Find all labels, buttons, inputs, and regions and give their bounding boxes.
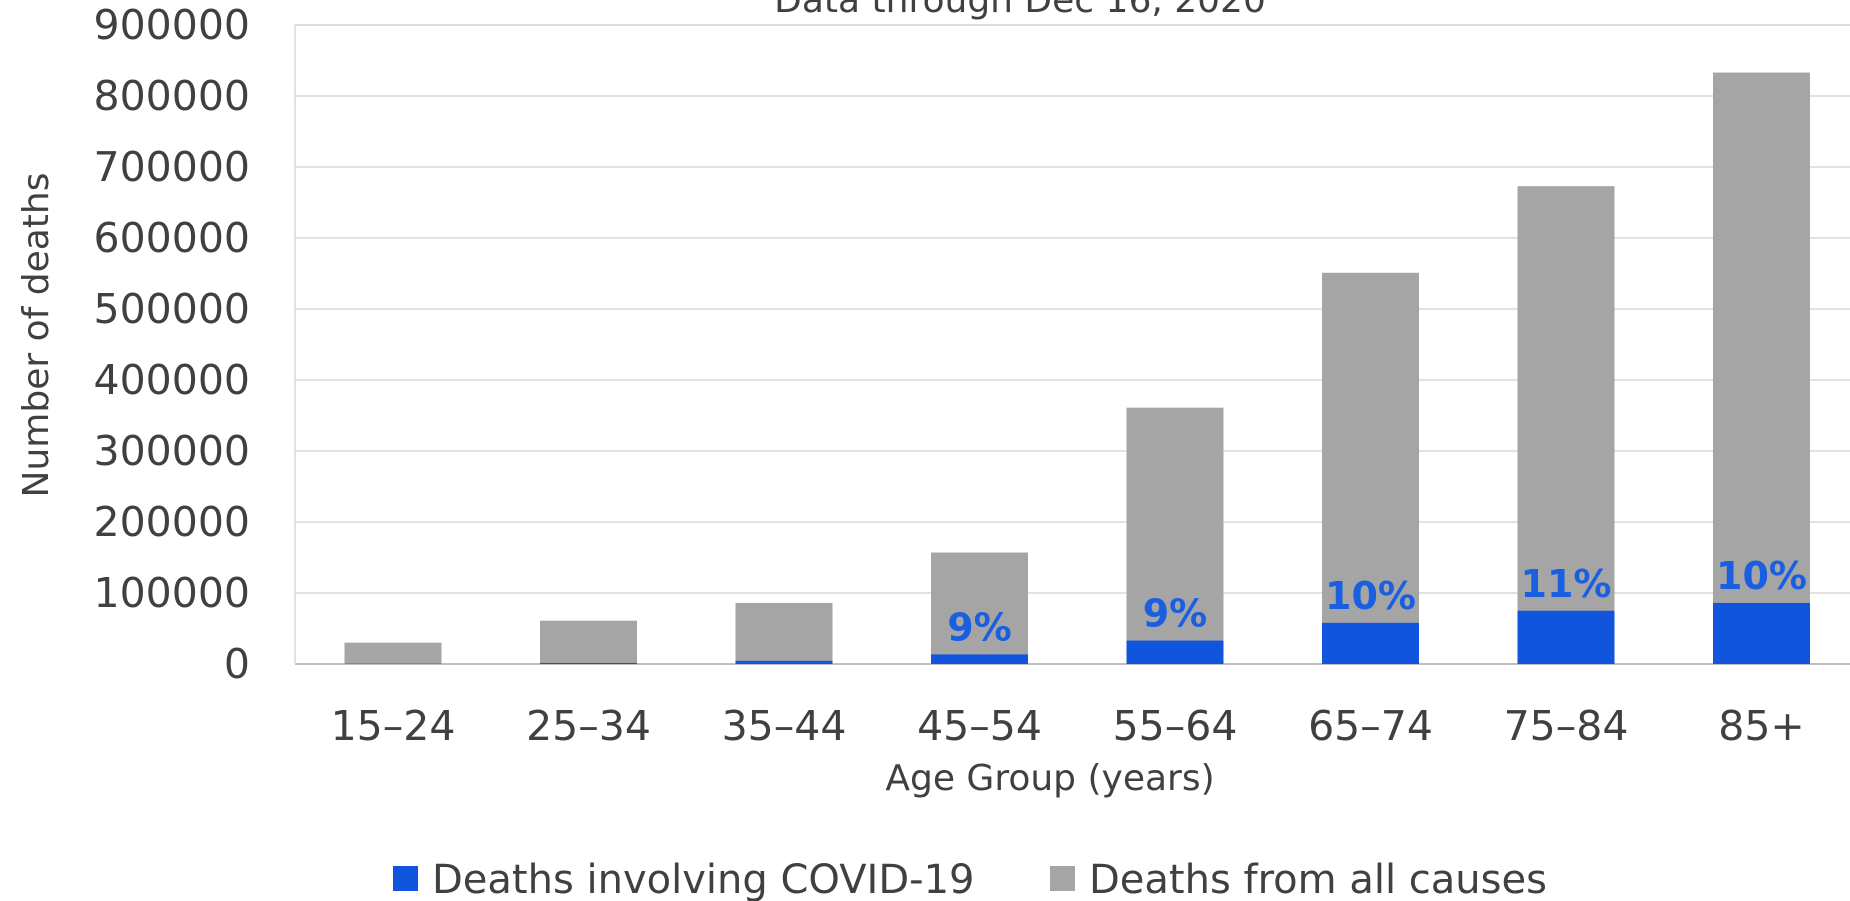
bar-covid: [931, 654, 1028, 664]
bar-covid: [735, 660, 833, 664]
bar-all-causes: [1517, 186, 1615, 665]
bar-all-causes: [1126, 407, 1224, 664]
y-tick-label: 0: [224, 640, 250, 688]
legend: Deaths involving COVID-19 Deaths from al…: [393, 857, 1547, 901]
bar-all-causes: [1322, 272, 1419, 664]
chart-title: Data through Dec 16, 2020: [774, 0, 1266, 21]
y-axis-tick-labels: 0 100000 200000 300000 400000 500000 600000 700…: [93, 1, 250, 688]
bar-all-causes: [1713, 72, 1810, 664]
x-tick-label: 55–64: [1113, 702, 1238, 750]
y-tick-label: 100000: [93, 569, 250, 617]
bar-all-causes: [931, 552, 1028, 664]
legend-swatch-covid: [393, 866, 418, 891]
x-tick-label: 45–54: [917, 702, 1042, 750]
bar-covid: [1322, 622, 1419, 664]
bar-all-causes: [540, 620, 637, 664]
data-label: 11%: [1521, 562, 1612, 606]
x-tick-label: 75–84: [1504, 702, 1629, 750]
y-tick-label: 600000: [93, 214, 250, 262]
gridlines: [294, 24, 1850, 665]
bar-covid: [540, 662, 637, 664]
data-labels: 9% 9% 10% 11% 10%: [947, 554, 1807, 649]
bar-all-causes: [344, 642, 442, 664]
y-tick-label: 500000: [93, 285, 250, 333]
y-tick-label: 200000: [93, 498, 250, 546]
x-axis-tick-labels: 15–24 25–34 35–44 45–54 55–64 65–74 75–84 85+: [331, 702, 1805, 750]
data-label: 9%: [947, 605, 1012, 649]
x-tick-label: 15–24: [331, 702, 456, 750]
legend-label-all-causes: Deaths from all causes: [1089, 857, 1547, 901]
data-label: 9%: [1143, 592, 1208, 636]
bars: [344, 72, 1810, 665]
legend-label-covid: Deaths involving COVID-19: [432, 857, 974, 901]
y-tick-label: 400000: [93, 356, 250, 404]
data-label: 10%: [1716, 554, 1807, 598]
y-tick-label: 800000: [93, 72, 250, 120]
bar-covid: [1713, 602, 1810, 664]
x-tick-label: 25–34: [526, 702, 651, 750]
data-label: 10%: [1325, 574, 1416, 618]
y-axis-title: Number of deaths: [16, 173, 57, 498]
x-tick-label: 35–44: [722, 702, 847, 750]
y-tick-label: 700000: [93, 143, 250, 191]
x-axis-title: Age Group (years): [885, 758, 1214, 799]
bar-all-causes: [735, 602, 833, 664]
y-tick-label: 900000: [93, 1, 250, 49]
bar-covid: [1517, 610, 1615, 664]
x-tick-label: 85+: [1718, 702, 1805, 750]
x-tick-label: 65–74: [1308, 702, 1433, 750]
bar-covid: [1126, 640, 1224, 664]
legend-swatch-all-causes: [1050, 866, 1075, 891]
y-tick-label: 300000: [93, 427, 250, 475]
